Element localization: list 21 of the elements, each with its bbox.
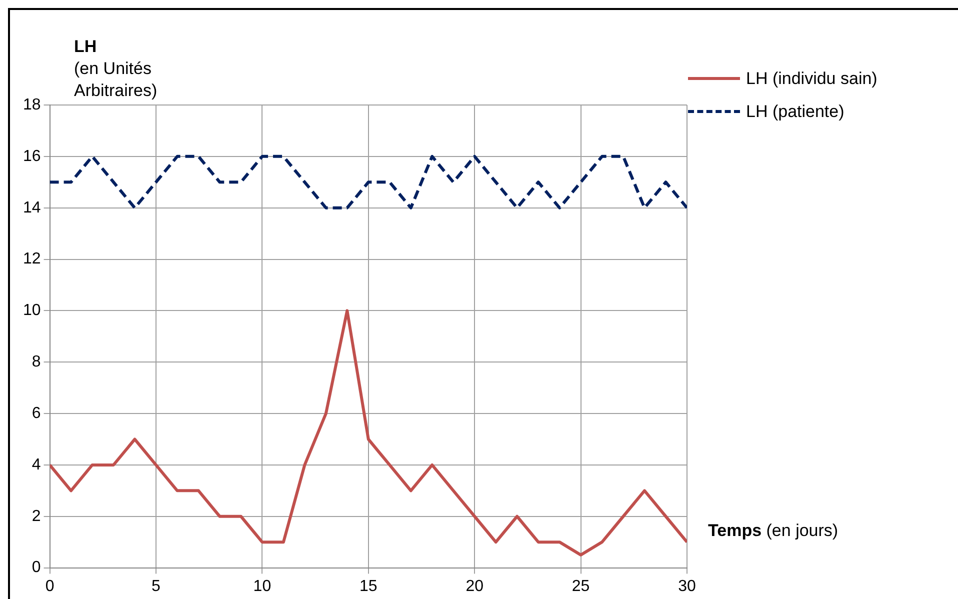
y-tick-label: 6 <box>32 404 41 422</box>
x-tick-label: 0 <box>45 578 54 595</box>
y-tick-label: 0 <box>32 559 41 576</box>
y-tick-label: 8 <box>32 354 41 371</box>
y-tick-label: 2 <box>32 508 41 525</box>
x-tick-label: 5 <box>152 578 161 595</box>
y-tick-label: 4 <box>32 456 41 474</box>
y-tick-label: 14 <box>23 199 41 216</box>
legend-label: LH (patiente) <box>746 102 844 122</box>
y-tick-label: 16 <box>23 148 41 165</box>
x-axis-title: Temps (en jours) <box>708 521 838 541</box>
y-axis-title: LH (en Unités Arbitraires) <box>74 36 158 102</box>
x-tick-label: 20 <box>466 578 484 595</box>
y-tick-label: 12 <box>23 250 41 268</box>
x-tick-label: 30 <box>678 578 696 595</box>
x-tick-label: 15 <box>360 578 378 595</box>
legend-label: LH (individu sain) <box>746 68 878 88</box>
y-tick-label: 10 <box>23 302 41 320</box>
x-tick-label: 25 <box>572 578 590 595</box>
x-tick-label: 10 <box>253 578 272 595</box>
y-tick-label: 18 <box>23 96 41 114</box>
